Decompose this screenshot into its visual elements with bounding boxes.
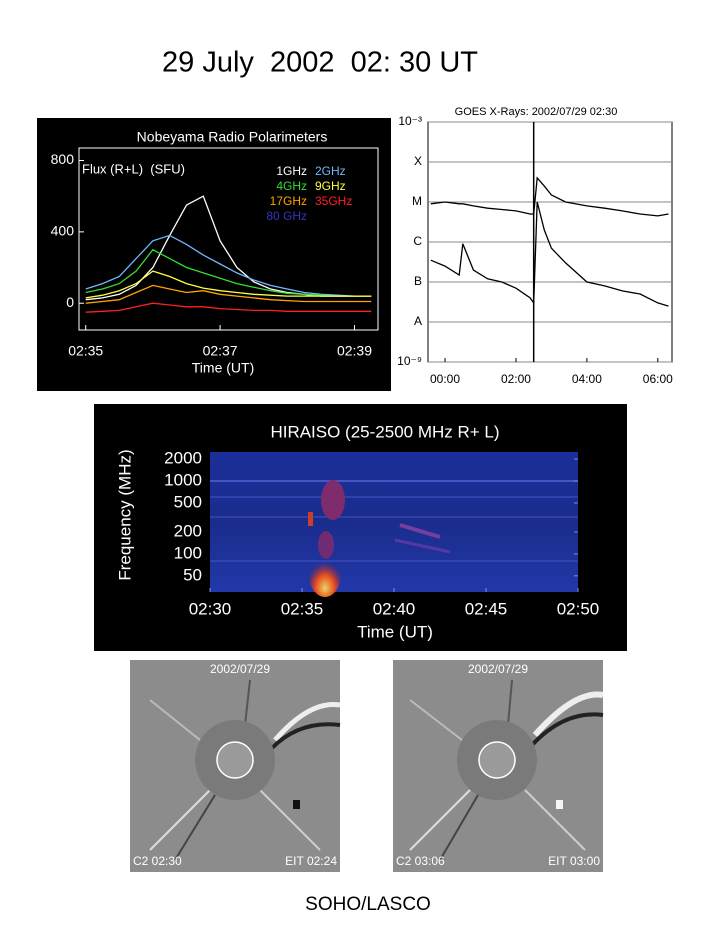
x-tick-label: 02:30 xyxy=(189,599,232,618)
image-c2-time: C2 03:06 xyxy=(396,854,445,868)
streak xyxy=(507,679,513,726)
y-tick-label: 10⁻³ xyxy=(398,114,422,128)
streamers xyxy=(409,679,604,861)
panel-background xyxy=(37,118,391,391)
drift-feature xyxy=(399,523,441,539)
legend-entry: 9GHz xyxy=(315,179,346,193)
x-tick-label: 02:00 xyxy=(501,372,531,386)
y-tick-label: C xyxy=(413,234,422,248)
caption: SOHO/LASCO xyxy=(305,894,431,915)
burst-region xyxy=(309,553,341,597)
streak xyxy=(174,794,216,861)
x-tick-label: 02:35 xyxy=(281,599,324,618)
solar-disk xyxy=(478,741,516,779)
lasco-image: 2002/07/29 C2 03:06 EIT 03:00 xyxy=(393,660,604,872)
y-tick-label: 200 xyxy=(174,521,202,540)
plot-frame xyxy=(78,147,379,331)
series-line xyxy=(430,201,669,307)
x-tick-label: 02:39 xyxy=(337,343,372,359)
cme-front xyxy=(532,691,604,737)
x-tick-label: 02:35 xyxy=(68,343,103,359)
y-tick-label: 1000 xyxy=(164,470,202,489)
legend-entry: 4GHz xyxy=(276,179,307,193)
chart-title: GOES X-Rays: 2002/07/29 02:30 xyxy=(455,106,618,118)
x-tick-label: 02:40 xyxy=(373,599,416,618)
spectrogram xyxy=(210,452,578,592)
legend-entry: 17GHz xyxy=(270,194,307,208)
y-tick-label: 400 xyxy=(51,223,75,239)
streak xyxy=(439,794,479,861)
y-tick-label: 10⁻⁹ xyxy=(397,354,422,368)
image-c2-time: C2 02:30 xyxy=(133,854,182,868)
image-eit-time: EIT 02:24 xyxy=(285,854,337,868)
legend-entry: 80 GHz xyxy=(266,209,307,223)
x-axis-label: Time (UT) xyxy=(357,622,433,641)
burst-region xyxy=(321,480,345,520)
streamers xyxy=(149,679,341,861)
legend-entry: 2GHz xyxy=(315,164,346,178)
y-axis-label: Flux (R+L) (SFU) xyxy=(82,161,185,176)
y-tick-label: M xyxy=(412,194,422,208)
chart-title: Nobeyama Radio Polarimeters xyxy=(137,129,328,145)
y-tick-label: 50 xyxy=(183,565,202,584)
lasco-image: 2002/07/29 C2 02:30 EIT 02:24 xyxy=(130,660,341,872)
legend-entry: 35GHz xyxy=(315,194,352,208)
chart-title: HIRAISO (25-2500 MHz R+ L) xyxy=(270,422,499,441)
x-tick-label: 06:00 xyxy=(643,372,673,386)
artifact xyxy=(293,800,300,809)
x-tick-label: 00:00 xyxy=(430,372,460,386)
series-line xyxy=(85,270,372,299)
series-line xyxy=(85,302,372,313)
y-tick-label: A xyxy=(414,314,422,328)
y-tick-label: 2000 xyxy=(164,449,202,468)
chart-layer: 0 400 800 02:35 02:37 02:39 1GHz 2GHz 4GHz 9GHz 17… xyxy=(51,114,674,618)
cme-front xyxy=(273,701,341,742)
streak xyxy=(259,789,321,851)
x-axis-label: Time (UT) xyxy=(192,360,254,376)
cme-front xyxy=(270,722,341,750)
y-axis-label: Frequency (MHz) xyxy=(115,449,134,580)
streak xyxy=(149,789,211,851)
series-line xyxy=(85,284,372,304)
drift-feature xyxy=(394,538,451,554)
y-tick-label: 500 xyxy=(174,492,202,511)
series-line xyxy=(85,234,372,297)
series-line xyxy=(85,248,372,297)
y-tick-label: X xyxy=(414,154,422,168)
x-tick-label: 02:45 xyxy=(465,599,508,618)
x-tick-label: 04:00 xyxy=(572,372,602,386)
cme-front xyxy=(530,712,604,747)
y-tick-label: B xyxy=(414,274,422,288)
image-date: 2002/07/29 xyxy=(210,662,270,676)
slide-title: 29 July 2002 02: 30 UT xyxy=(162,47,478,79)
streak xyxy=(409,789,471,851)
y-tick-label: 100 xyxy=(174,543,202,562)
streak xyxy=(149,699,201,741)
solar-disk xyxy=(216,741,254,779)
artifact xyxy=(556,800,563,809)
image-eit-time: EIT 03:00 xyxy=(548,854,600,868)
x-tick-label: 02:50 xyxy=(557,599,600,618)
series-line xyxy=(430,176,669,217)
burst-region xyxy=(318,531,334,559)
streak xyxy=(244,679,251,726)
y-tick-label: 0 xyxy=(66,294,74,310)
x-tick-label: 02:37 xyxy=(203,343,238,359)
burst-region xyxy=(308,512,313,526)
y-tick-label: 800 xyxy=(51,151,75,167)
spectrogram-features xyxy=(210,480,578,597)
legend-entry: 1GHz xyxy=(276,164,307,178)
streak xyxy=(524,789,586,851)
image-date: 2002/07/29 xyxy=(468,662,528,676)
streak xyxy=(409,699,463,741)
